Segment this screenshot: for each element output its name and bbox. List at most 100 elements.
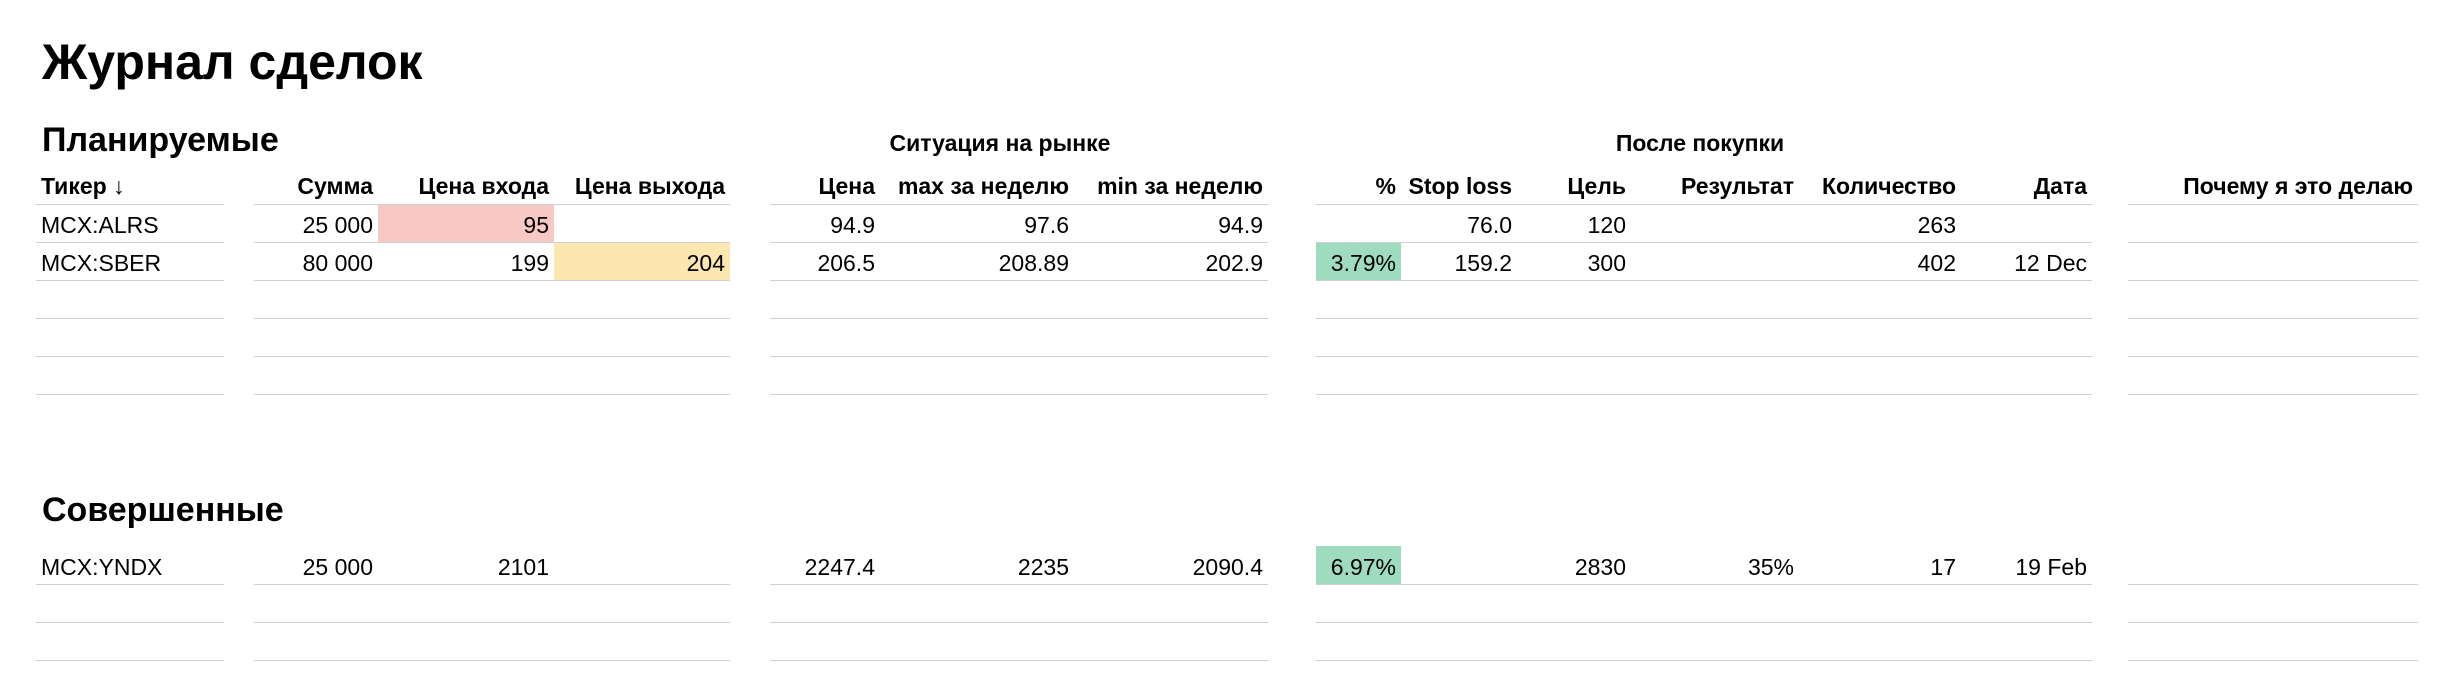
cell-max-week[interactable]: 208.89 bbox=[880, 242, 1074, 281]
empty-cell[interactable] bbox=[1631, 280, 1799, 319]
cell-why[interactable] bbox=[2128, 546, 2418, 585]
empty-cell[interactable] bbox=[1961, 318, 2092, 357]
header-percent[interactable]: % bbox=[1316, 166, 1401, 205]
empty-cell[interactable] bbox=[770, 280, 880, 319]
header-max-week[interactable]: max за неделю bbox=[880, 166, 1074, 205]
empty-cell[interactable] bbox=[1316, 584, 1401, 623]
header-entry-price[interactable]: Цена входа bbox=[378, 166, 554, 205]
header-ticker[interactable]: Тикер ↓ bbox=[36, 166, 224, 205]
empty-cell[interactable] bbox=[1316, 318, 1401, 357]
cell-date[interactable] bbox=[1961, 204, 2092, 243]
empty-cell[interactable] bbox=[770, 584, 880, 623]
empty-cell[interactable] bbox=[1631, 584, 1799, 623]
empty-cell[interactable] bbox=[1074, 318, 1268, 357]
cell-min-week[interactable]: 202.9 bbox=[1074, 242, 1268, 281]
empty-cell[interactable] bbox=[770, 318, 880, 357]
cell-min-week[interactable]: 94.9 bbox=[1074, 204, 1268, 243]
header-exit-price[interactable]: Цена выхода bbox=[554, 166, 730, 205]
empty-cell[interactable] bbox=[36, 622, 224, 661]
empty-cell[interactable] bbox=[1631, 622, 1799, 661]
empty-cell[interactable] bbox=[1517, 622, 1631, 661]
empty-cell[interactable] bbox=[1961, 622, 2092, 661]
cell-min-week[interactable]: 2090.4 bbox=[1074, 546, 1268, 585]
cell-price[interactable]: 94.9 bbox=[770, 204, 880, 243]
empty-cell[interactable] bbox=[1799, 280, 1961, 319]
cell-percent[interactable] bbox=[1316, 204, 1401, 243]
empty-cell[interactable] bbox=[1631, 318, 1799, 357]
empty-cell[interactable] bbox=[770, 622, 880, 661]
empty-cell[interactable] bbox=[1961, 280, 2092, 319]
cell-quantity[interactable]: 263 bbox=[1799, 204, 1961, 243]
cell-entry-price[interactable]: 2101 bbox=[378, 546, 554, 585]
empty-cell[interactable] bbox=[378, 584, 554, 623]
empty-cell[interactable] bbox=[1799, 318, 1961, 357]
empty-cell[interactable] bbox=[1074, 356, 1268, 395]
empty-cell[interactable] bbox=[1799, 356, 1961, 395]
cell-ticker[interactable]: MCX:YNDX bbox=[36, 546, 224, 585]
cell-date[interactable]: 19 Feb bbox=[1961, 546, 2092, 585]
header-date[interactable]: Дата bbox=[1961, 166, 2092, 205]
cell-price[interactable]: 2247.4 bbox=[770, 546, 880, 585]
empty-cell[interactable] bbox=[1631, 356, 1799, 395]
header-target[interactable]: Цель bbox=[1517, 166, 1631, 205]
empty-cell[interactable] bbox=[36, 356, 224, 395]
empty-cell[interactable] bbox=[1517, 584, 1631, 623]
header-result[interactable]: Результат bbox=[1631, 166, 1799, 205]
cell-target[interactable]: 300 bbox=[1517, 242, 1631, 281]
empty-cell[interactable] bbox=[880, 584, 1074, 623]
empty-cell[interactable] bbox=[36, 318, 224, 357]
cell-max-week[interactable]: 2235 bbox=[880, 546, 1074, 585]
empty-cell[interactable] bbox=[1316, 280, 1401, 319]
cell-sum[interactable]: 25 000 bbox=[254, 204, 378, 243]
empty-cell[interactable] bbox=[378, 622, 554, 661]
empty-cell[interactable] bbox=[1961, 584, 2092, 623]
cell-result[interactable]: 35% bbox=[1631, 546, 1799, 585]
cell-quantity[interactable]: 402 bbox=[1799, 242, 1961, 281]
header-stop-loss[interactable]: Stop loss bbox=[1401, 166, 1517, 205]
cell-percent-highlighted[interactable]: 6.97% bbox=[1316, 546, 1401, 585]
empty-cell[interactable] bbox=[2128, 356, 2418, 395]
empty-cell[interactable] bbox=[1517, 280, 1631, 319]
cell-percent-highlighted[interactable]: 3.79% bbox=[1316, 242, 1401, 281]
empty-cell[interactable] bbox=[254, 622, 378, 661]
empty-cell[interactable] bbox=[1316, 622, 1401, 661]
cell-sum[interactable]: 25 000 bbox=[254, 546, 378, 585]
empty-cell[interactable] bbox=[554, 356, 730, 395]
empty-cell[interactable] bbox=[880, 356, 1074, 395]
empty-cell[interactable] bbox=[1074, 622, 1268, 661]
cell-ticker[interactable]: MCX:SBER bbox=[36, 242, 224, 281]
cell-price[interactable]: 206.5 bbox=[770, 242, 880, 281]
empty-cell[interactable] bbox=[1517, 356, 1631, 395]
cell-entry-price-highlighted[interactable]: 95 bbox=[378, 204, 554, 243]
cell-exit-price-highlighted[interactable]: 204 bbox=[554, 242, 730, 281]
empty-cell[interactable] bbox=[1401, 622, 1517, 661]
empty-cell[interactable] bbox=[1517, 318, 1631, 357]
cell-max-week[interactable]: 97.6 bbox=[880, 204, 1074, 243]
header-min-week[interactable]: min за неделю bbox=[1074, 166, 1268, 205]
cell-quantity[interactable]: 17 bbox=[1799, 546, 1961, 585]
empty-cell[interactable] bbox=[1799, 622, 1961, 661]
header-price[interactable]: Цена bbox=[770, 166, 880, 205]
cell-entry-price[interactable]: 199 bbox=[378, 242, 554, 281]
cell-target[interactable]: 2830 bbox=[1517, 546, 1631, 585]
cell-exit-price[interactable] bbox=[554, 204, 730, 243]
empty-cell[interactable] bbox=[880, 318, 1074, 357]
empty-cell[interactable] bbox=[880, 280, 1074, 319]
empty-cell[interactable] bbox=[254, 584, 378, 623]
empty-cell[interactable] bbox=[1316, 356, 1401, 395]
empty-cell[interactable] bbox=[1401, 356, 1517, 395]
empty-cell[interactable] bbox=[378, 280, 554, 319]
empty-cell[interactable] bbox=[554, 318, 730, 357]
cell-stop-loss[interactable]: 159.2 bbox=[1401, 242, 1517, 281]
empty-cell[interactable] bbox=[2128, 584, 2418, 623]
header-quantity[interactable]: Количество bbox=[1799, 166, 1961, 205]
cell-result[interactable] bbox=[1631, 204, 1799, 243]
empty-cell[interactable] bbox=[254, 356, 378, 395]
empty-cell[interactable] bbox=[554, 584, 730, 623]
empty-cell[interactable] bbox=[378, 356, 554, 395]
empty-cell[interactable] bbox=[2128, 318, 2418, 357]
cell-target[interactable]: 120 bbox=[1517, 204, 1631, 243]
empty-cell[interactable] bbox=[554, 280, 730, 319]
cell-sum[interactable]: 80 000 bbox=[254, 242, 378, 281]
cell-ticker[interactable]: MCX:ALRS bbox=[36, 204, 224, 243]
